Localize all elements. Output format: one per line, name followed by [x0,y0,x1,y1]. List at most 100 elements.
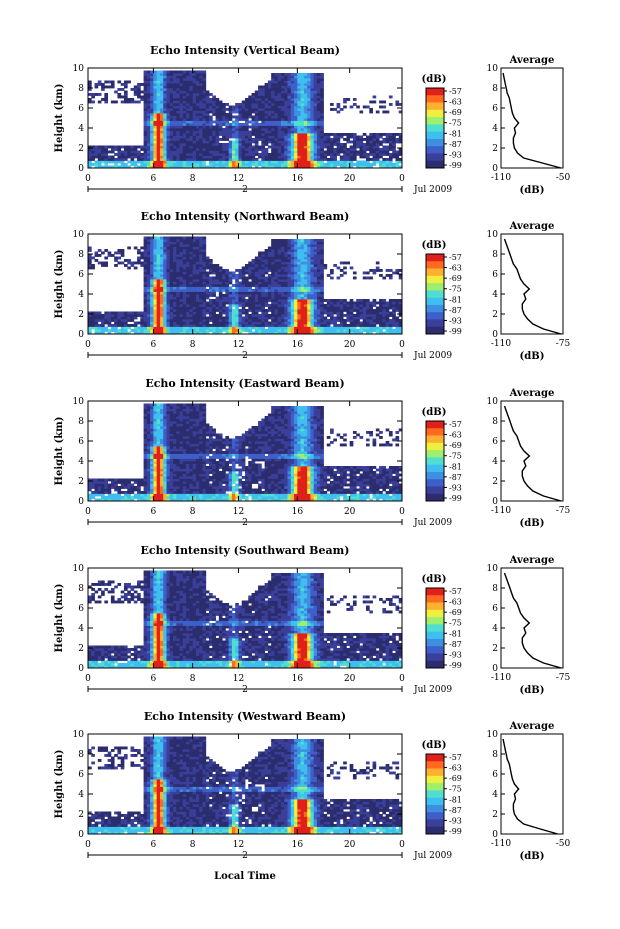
heatmap-cell [199,266,203,270]
heatmap-cell [287,93,292,96]
heatmap-cell [274,113,279,116]
heatmap-cell [264,120,269,124]
heatmap-cell [287,316,292,320]
heatmap-cell [192,311,197,315]
heatmap-cell [192,309,197,312]
heatmap-cell [150,249,154,252]
heatmap-cell [192,153,197,156]
heatmap-cell [280,83,285,86]
heatmap-cell [169,261,174,265]
heatmap-cell [107,160,112,164]
heatmap-cell [150,155,154,159]
heatmap-cell [307,113,311,116]
heatmap-cell [277,83,282,86]
heatmap-cell [300,311,305,315]
heatmap-cell [176,75,180,79]
heatmap-cell [251,110,256,114]
heatmap-cell [179,249,184,252]
heatmap-cell [143,264,148,267]
heatmap-cell [323,133,328,136]
heatmap-cell [166,279,171,282]
heatmap-cell [320,88,324,91]
heatmap-cell [267,105,272,109]
heatmap-cell [146,266,151,270]
heatmap-cell [150,78,154,81]
heatmap-cell [313,133,318,136]
heatmap-cell [182,331,187,335]
heatmap-cell [307,269,311,272]
heatmap-cell [225,301,230,305]
heatmap-cell [163,150,167,154]
heatmap-cell [287,271,292,275]
heatmap-cell [313,239,318,242]
heatmap-cell [392,301,396,305]
heatmap-cell [274,158,279,161]
heatmap-cell [261,299,266,302]
heatmap-cell [205,105,210,109]
heatmap-cell [88,246,92,250]
heatmap-cell [140,95,144,99]
heatmap-cell [258,133,262,136]
heatmap-cell [140,153,144,156]
heatmap-cell [202,160,207,164]
heatmap-cell [385,150,390,154]
heatmap-cell [339,163,344,166]
heatmap-cell [369,311,373,315]
x-tick-label: 0 [399,340,405,350]
heatmap-cell [254,98,259,101]
heatmap-cell [104,93,109,96]
heatmap-cell [274,299,279,302]
heatmap-cell [159,125,164,129]
heatmap-cell [195,329,200,332]
heatmap-cell [254,120,259,124]
heatmap-cell [271,304,275,307]
heatmap-cell [356,329,360,332]
heatmap-cell [287,123,292,126]
heatmap-cell [277,160,282,164]
heatmap-cell [133,326,138,330]
heatmap-cell [297,90,301,94]
heatmap-cell [222,160,226,164]
heatmap-cell [375,145,380,149]
heatmap-cell [199,324,203,327]
heatmap-cell [366,140,370,144]
heatmap-cell [209,304,213,307]
heatmap-cell [94,155,99,159]
heatmap-cell [238,284,243,287]
heatmap-cell [120,311,125,315]
heatmap-cell [179,78,184,81]
heatmap-cell [326,135,331,139]
heatmap-cell [209,314,213,317]
heatmap-cell [254,143,259,146]
heatmap-cell [382,326,387,330]
heatmap-cell [163,239,167,242]
heatmap-cell [88,256,92,260]
heatmap-cell [173,291,177,295]
heatmap-cell [238,140,243,144]
heatmap-cell [153,299,158,302]
heatmap-cell [313,135,318,139]
heatmap-cell [159,294,164,297]
heatmap-cell [258,329,262,332]
heatmap-cell [150,160,154,164]
heatmap-cell [385,163,390,166]
heatmap-cell [94,314,99,317]
heatmap-cell [274,319,279,322]
heatmap-cell [123,316,128,320]
heatmap-cell [146,329,151,332]
heatmap-cell [192,93,197,96]
heatmap-cell [225,150,230,154]
heatmap-cell [123,155,128,159]
heatmap-cell [166,98,171,101]
heatmap-cell [320,299,324,302]
heatmap-cell [264,294,269,297]
heatmap-cell [186,115,190,119]
heatmap-cell [182,85,187,89]
heatmap-cell [156,135,161,139]
heatmap-cell [254,301,259,305]
heatmap-cell [352,309,357,312]
heatmap-cell [205,135,210,139]
heatmap-cell [267,296,272,300]
heatmap-cell [300,158,305,161]
heatmap-cell [176,254,180,257]
